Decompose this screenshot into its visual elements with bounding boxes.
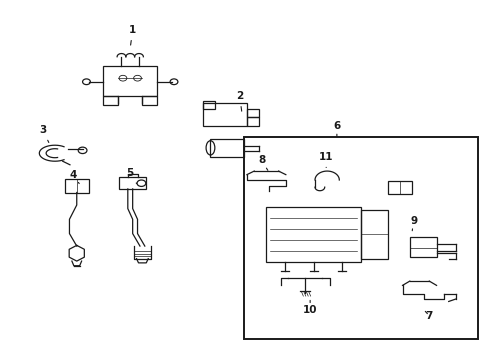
Bar <box>103 96 118 105</box>
Bar <box>387 181 411 194</box>
Text: 9: 9 <box>409 216 416 231</box>
Text: 4: 4 <box>69 170 79 184</box>
Text: 7: 7 <box>425 311 432 321</box>
Bar <box>142 96 157 105</box>
Bar <box>210 139 244 157</box>
Text: 1: 1 <box>129 25 136 45</box>
Bar <box>244 137 477 339</box>
Text: 6: 6 <box>333 121 340 136</box>
Bar <box>246 109 259 117</box>
Bar <box>64 179 89 193</box>
Text: 10: 10 <box>302 300 317 315</box>
Text: 2: 2 <box>236 91 243 111</box>
Text: 11: 11 <box>318 152 333 167</box>
Bar <box>103 66 157 96</box>
Bar <box>409 237 436 257</box>
Bar <box>203 103 246 126</box>
Bar <box>246 117 259 126</box>
Text: 3: 3 <box>39 125 49 143</box>
Bar <box>266 207 361 262</box>
Text: 8: 8 <box>257 156 267 170</box>
Bar <box>119 177 145 189</box>
Bar <box>361 210 387 258</box>
Text: 5: 5 <box>126 168 136 184</box>
Bar <box>203 102 215 109</box>
